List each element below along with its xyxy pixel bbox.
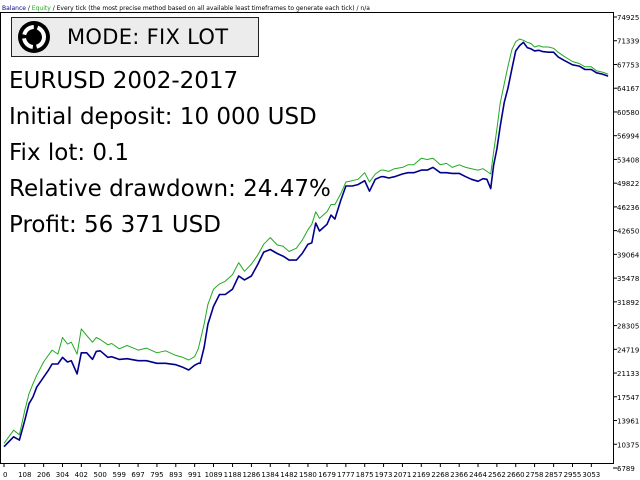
x-tick-label: 1482	[280, 471, 298, 479]
x-axis-ticks: 0 108 206 304 402 500 599 697 795 893 991 1089 1188 1…	[3, 463, 600, 479]
x-tick-label: 1580	[299, 471, 317, 479]
y-tick-label: 49822	[617, 180, 639, 188]
y-tick-label: 35478	[617, 275, 639, 283]
y-tick-label: 24719	[617, 346, 639, 354]
x-tick-label: 1875	[356, 471, 374, 479]
legend-equity: Equity	[32, 5, 51, 12]
y-tick-label: 21133	[617, 370, 639, 378]
y-tick-label: 42650	[617, 228, 639, 236]
x-tick-label: 206	[37, 471, 51, 479]
equity-series-line	[3, 38, 609, 444]
y-tick-label: 10375	[617, 441, 639, 449]
x-tick-label: 402	[75, 471, 88, 479]
x-tick-label: 3053	[582, 471, 600, 479]
header-tail: n/a	[360, 5, 370, 12]
symbol-period: EURUSD 2002-2017	[9, 68, 239, 94]
x-tick-label: 500	[94, 471, 107, 479]
x-tick-label: 1089	[205, 471, 223, 479]
x-tick-label: 991	[188, 471, 201, 479]
legend-balance: Balance	[2, 5, 26, 12]
fix-lot: Fix lot: 0.1	[9, 140, 129, 166]
y-tick-label: 53408	[617, 156, 639, 164]
y-tick-label: 13961	[617, 418, 639, 426]
y-axis-ticks: 74925 71339 67753 64167 60580 56994 53408 49822…	[613, 14, 640, 473]
y-tick-label: 64167	[617, 85, 639, 93]
y-tick-label: 60580	[617, 109, 639, 117]
balance-series-line	[3, 41, 609, 448]
y-tick-label: 56994	[617, 133, 640, 141]
svg-text:Balance / Equity: Balance / Equity / Every tick (the most …	[2, 5, 370, 12]
y-tick-label: 46236	[617, 204, 640, 212]
ring-logo-icon	[18, 21, 50, 53]
y-tick-label: 31892	[617, 299, 639, 307]
y-tick-label: 6789	[617, 465, 635, 473]
x-tick-label: 2758	[526, 471, 544, 479]
x-tick-label: 0	[3, 471, 7, 479]
y-tick-label: 17547	[617, 394, 639, 402]
series-layer	[3, 38, 609, 448]
chart-header: Balance / Equity / Every tick (the most …	[2, 5, 370, 12]
profit: Profit: 56 371 USD	[9, 212, 221, 238]
y-tick-label: 28305	[617, 323, 639, 331]
test-model-description: Every tick (the most precise method base…	[57, 5, 355, 12]
x-tick-label: 1679	[318, 471, 336, 479]
x-tick-label: 1286	[242, 471, 260, 479]
mode-label: MODE: FIX LOT	[67, 25, 229, 49]
x-tick-label: 2464	[469, 471, 487, 479]
x-tick-label: 697	[131, 471, 144, 479]
initial-deposit: Initial deposit: 10 000 USD	[9, 104, 317, 130]
x-tick-label: 2660	[507, 471, 525, 479]
relative-drawdown: Relative drawdown: 24.47%	[9, 176, 331, 202]
mode-banner: MODE: FIX LOT	[11, 17, 259, 57]
x-tick-label: 2366	[450, 471, 468, 479]
x-tick-label: 2562	[488, 471, 506, 479]
x-tick-label: 1973	[375, 471, 393, 479]
x-tick-label: 795	[150, 471, 163, 479]
y-tick-label: 67753	[617, 61, 639, 69]
test-summary: EURUSD 2002-2017 Initial deposit: 10 000…	[9, 63, 331, 243]
x-tick-label: 2955	[564, 471, 582, 479]
x-tick-label: 1777	[337, 471, 355, 479]
x-tick-label: 2071	[394, 471, 412, 479]
x-tick-label: 1188	[224, 471, 242, 479]
y-tick-label: 71339	[617, 38, 639, 46]
x-tick-label: 1384	[261, 471, 279, 479]
x-tick-label: 893	[169, 471, 182, 479]
x-tick-label: 2857	[545, 471, 563, 479]
y-tick-label: 74925	[617, 14, 639, 22]
y-tick-label: 39064	[617, 251, 640, 259]
x-tick-label: 599	[113, 471, 126, 479]
x-tick-label: 2268	[431, 471, 449, 479]
x-tick-label: 2169	[412, 471, 430, 479]
x-tick-label: 108	[18, 471, 31, 479]
x-tick-label: 304	[56, 471, 70, 479]
